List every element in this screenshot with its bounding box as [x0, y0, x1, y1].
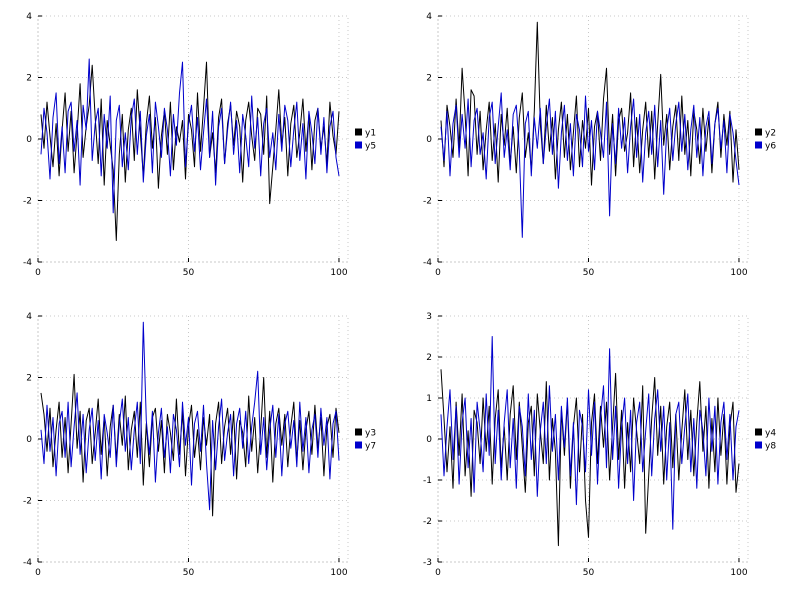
y-tick-label: -2 [23, 497, 32, 507]
y-tick-label: 0 [26, 435, 32, 445]
y-tick-label: -3 [423, 558, 432, 568]
y-tick-label: 2 [426, 74, 432, 84]
x-tick-label: 50 [183, 268, 195, 278]
chart-svg: -4 -2 0 2 4 0 50 100 y2 y6 [423, 12, 776, 278]
y-tick-label: 4 [26, 12, 32, 22]
y-tick-label: 4 [426, 12, 432, 22]
y-tick-label: 3 [426, 312, 432, 322]
series-line-y2 [440, 21, 740, 186]
series-line-y7 [40, 321, 340, 511]
y-tick-label: 2 [426, 353, 432, 363]
subplot-top-left: -4 -2 0 2 4 0 50 100 y1 y5 [0, 0, 400, 300]
legend-swatch-y5 [355, 141, 362, 149]
x-tick-label: 0 [435, 268, 441, 278]
chart-svg: -4 -2 0 2 4 0 50 100 y3 y7 [23, 312, 376, 578]
legend-label-y6: y6 [765, 142, 776, 152]
series-line-y6 [440, 92, 740, 238]
x-tick-label: 100 [730, 268, 747, 278]
y-tick-label: 0 [426, 435, 432, 445]
x-tick-label: 50 [583, 568, 595, 578]
x-tick-label: 100 [330, 568, 347, 578]
y-tick-label: 2 [26, 74, 32, 84]
x-tick-label: 0 [35, 568, 41, 578]
subplot-bottom-right: -3 -2 -1 0 1 2 3 0 50 100 y4 y8 [400, 300, 800, 600]
subplot-top-right: -4 -2 0 2 4 0 50 100 y2 y6 [400, 0, 800, 300]
y-tick-label: -4 [23, 558, 32, 568]
x-tick-label: 0 [435, 568, 441, 578]
x-tick-label: 50 [583, 268, 595, 278]
x-tick-label: 100 [730, 568, 747, 578]
series-line-y1 [40, 61, 340, 241]
y-tick-label: -2 [423, 197, 432, 207]
legend-swatch-y7 [355, 441, 362, 449]
legend-label-y2: y2 [765, 129, 776, 139]
y-tick-label: 0 [426, 135, 432, 145]
series-line-y5 [40, 58, 340, 214]
x-tick-label: 50 [183, 568, 195, 578]
series-line-y3 [40, 373, 340, 517]
legend-label-y8: y8 [765, 442, 776, 452]
y-tick-label: 2 [26, 374, 32, 384]
y-tick-label: -4 [423, 258, 432, 268]
y-tick-label: 0 [26, 135, 32, 145]
y-tick-label: -1 [423, 476, 432, 486]
legend-swatch-y3 [355, 428, 362, 436]
chart-svg: -4 -2 0 2 4 0 50 100 y1 y5 [23, 12, 376, 278]
legend-label-y7: y7 [365, 442, 376, 452]
legend-label-y1: y1 [365, 129, 376, 139]
legend-swatch-y6 [755, 141, 762, 149]
chart-svg: -3 -2 -1 0 1 2 3 0 50 100 y4 y8 [423, 312, 776, 578]
y-tick-label: -2 [423, 517, 432, 527]
y-tick-label: 4 [26, 312, 32, 322]
subplot-bottom-left: -4 -2 0 2 4 0 50 100 y3 y7 [0, 300, 400, 600]
y-tick-label: -4 [23, 258, 32, 268]
x-tick-label: 100 [330, 268, 347, 278]
legend-label-y5: y5 [365, 142, 376, 152]
legend-label-y4: y4 [765, 429, 776, 439]
legend-swatch-y2 [755, 128, 762, 136]
legend-swatch-y8 [755, 441, 762, 449]
y-tick-label: 1 [426, 394, 432, 404]
legend-swatch-y1 [355, 128, 362, 136]
series-line-y8 [440, 336, 740, 530]
y-tick-label: -2 [23, 197, 32, 207]
legend-swatch-y4 [755, 428, 762, 436]
x-tick-label: 0 [35, 268, 41, 278]
legend-label-y3: y3 [365, 429, 376, 439]
